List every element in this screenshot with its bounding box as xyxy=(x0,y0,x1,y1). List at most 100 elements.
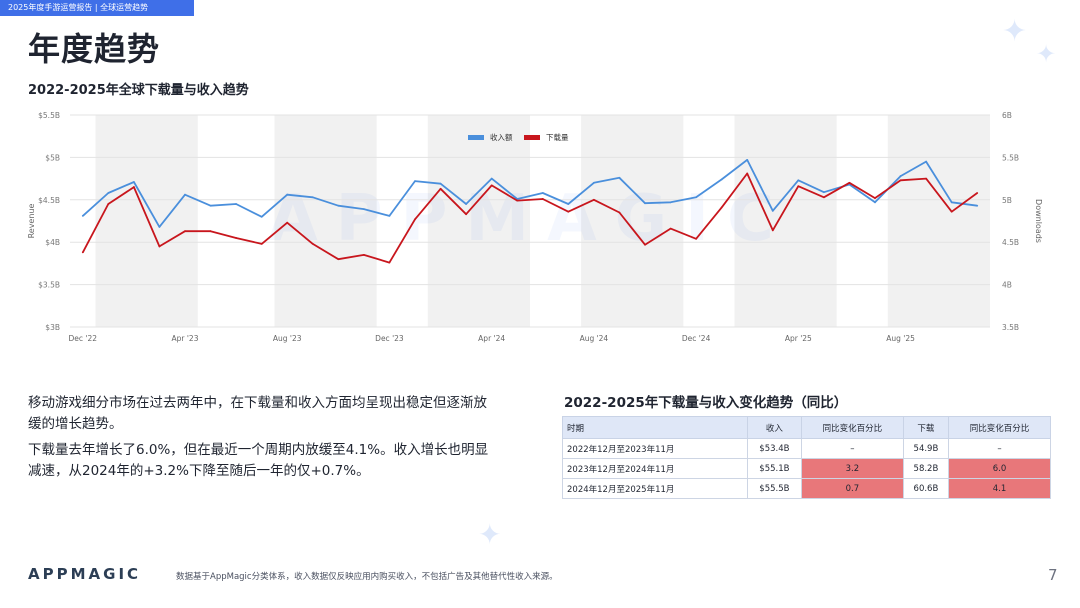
shaded-band xyxy=(95,115,198,327)
header-period: 时期 xyxy=(562,416,748,439)
data-point xyxy=(81,251,84,254)
data-point xyxy=(388,215,391,217)
data-point xyxy=(541,198,544,200)
x-tick-label: Apr '23 xyxy=(172,334,199,343)
header-revenue-yoy: 同比变化百分比 xyxy=(800,416,904,439)
shaded-band xyxy=(274,115,377,327)
data-point xyxy=(797,179,800,182)
data-point xyxy=(874,201,876,204)
x-tick-label: Aug '24 xyxy=(580,334,609,343)
data-point xyxy=(592,198,595,201)
data-point xyxy=(132,181,135,183)
data-point xyxy=(899,179,902,182)
x-tick-label: Apr '24 xyxy=(478,334,505,343)
data-point xyxy=(209,204,212,207)
data-point xyxy=(644,243,646,246)
data-point xyxy=(107,192,110,194)
sparkle-icon: ✦ xyxy=(1036,40,1057,68)
data-point xyxy=(107,203,110,205)
x-tick-label: Apr '25 xyxy=(785,334,812,343)
data-point xyxy=(771,229,774,232)
data-point xyxy=(311,196,314,199)
data-point xyxy=(644,202,646,205)
data-point xyxy=(81,215,84,217)
legend-label: 收入额 xyxy=(490,132,513,142)
cell-period: 2023年12月至2024年11月 xyxy=(562,458,748,479)
data-point xyxy=(260,215,263,218)
data-point xyxy=(158,245,161,248)
data-point xyxy=(311,242,314,245)
data-point xyxy=(771,209,774,212)
data-point xyxy=(439,182,442,185)
data-point xyxy=(925,177,928,180)
data-point xyxy=(695,237,698,240)
data-point xyxy=(925,160,928,163)
report-banner: 2025年度手游运营报告 | 全球运营趋势 xyxy=(0,0,194,16)
legend-swatch xyxy=(524,135,540,140)
data-point xyxy=(669,201,672,204)
data-point xyxy=(414,218,416,221)
shaded-band xyxy=(734,115,837,327)
footer-note: 数据基于AppMagic分类体系，收入数据仅反映应用内购买收入，不包括广告及其他… xyxy=(176,572,558,582)
cell-revenue: $55.1B xyxy=(746,458,802,479)
y2-tick-label: 5B xyxy=(1002,196,1012,205)
data-point xyxy=(567,203,570,205)
data-point xyxy=(235,203,238,205)
data-point xyxy=(720,178,723,181)
data-point xyxy=(184,230,186,233)
cell-revenue-yoy: 3.2 xyxy=(800,458,904,479)
data-point xyxy=(899,175,902,177)
shaded-band xyxy=(427,115,530,327)
data-point xyxy=(746,172,749,175)
data-point xyxy=(286,221,289,224)
data-point xyxy=(260,242,263,245)
data-point xyxy=(439,187,442,190)
data-point xyxy=(976,192,979,194)
data-point xyxy=(490,177,493,180)
data-point xyxy=(465,213,468,216)
data-point xyxy=(209,230,212,233)
data-point xyxy=(516,199,519,202)
cell-period: 2024年12月至2025年11月 xyxy=(562,478,748,499)
data-point xyxy=(337,204,340,207)
data-point xyxy=(976,204,979,207)
data-point xyxy=(950,210,953,213)
cell-revenue: $55.5B xyxy=(746,478,802,499)
data-point xyxy=(132,186,135,188)
y-tick-label: $5B xyxy=(45,153,60,162)
data-point xyxy=(184,193,186,196)
series-line xyxy=(82,159,978,228)
data-point xyxy=(541,192,544,194)
data-point xyxy=(567,210,570,213)
data-point xyxy=(465,203,468,205)
trend-chart: APPMAGIC $3B $3.5B $4B $4.5B $5B $5.5B 3.5B 4B 4.… xyxy=(27,111,1043,343)
header-downloads-yoy: 同比变化百分比 xyxy=(948,416,1051,439)
page-number: 7 xyxy=(1048,566,1058,584)
yoy-table: 时期 收入 同比变化百分比 下载 同比变化百分比 2022年12月至2023年1… xyxy=(562,416,1051,499)
legend-label: 下载量 xyxy=(546,132,569,142)
y-tick-label: $3B xyxy=(45,323,60,332)
data-point xyxy=(720,206,723,209)
x-tick-label: Aug '25 xyxy=(886,334,915,343)
cell-revenue-yoy: 0.7 xyxy=(800,478,904,499)
sparkle-icon: ✦ xyxy=(478,518,502,551)
cell-downloads-yoy: 4.1 xyxy=(948,478,1051,499)
data-point xyxy=(618,211,621,214)
watermark-text: APPMAGIC xyxy=(268,182,792,256)
cell-downloads: 60.6B xyxy=(902,478,950,499)
summary-paragraph-2: 下载量去年增长了6.0%，但在最近一个周期内放缓至4.1%。收入增长也明显减速，… xyxy=(28,442,489,479)
appmagic-logo: APPMAGIC xyxy=(28,565,142,583)
x-tick-label: Aug '23 xyxy=(273,334,302,343)
data-point xyxy=(618,176,621,179)
shaded-band xyxy=(887,115,990,327)
data-point xyxy=(362,208,365,211)
y2-axis-label: Downloads xyxy=(1034,199,1043,243)
data-point xyxy=(158,226,161,228)
page-title: 年度趋势 xyxy=(28,30,161,68)
table-row: 2024年12月至2025年11月 $55.5B 0.7 60.6B 4.1 xyxy=(562,478,1051,499)
data-point xyxy=(490,184,493,187)
cell-revenue: $53.4B xyxy=(746,438,802,459)
y2-tick-label: 4.5B xyxy=(1002,238,1019,247)
data-point xyxy=(286,193,289,196)
x-tick-label: Dec '22 xyxy=(69,334,98,343)
